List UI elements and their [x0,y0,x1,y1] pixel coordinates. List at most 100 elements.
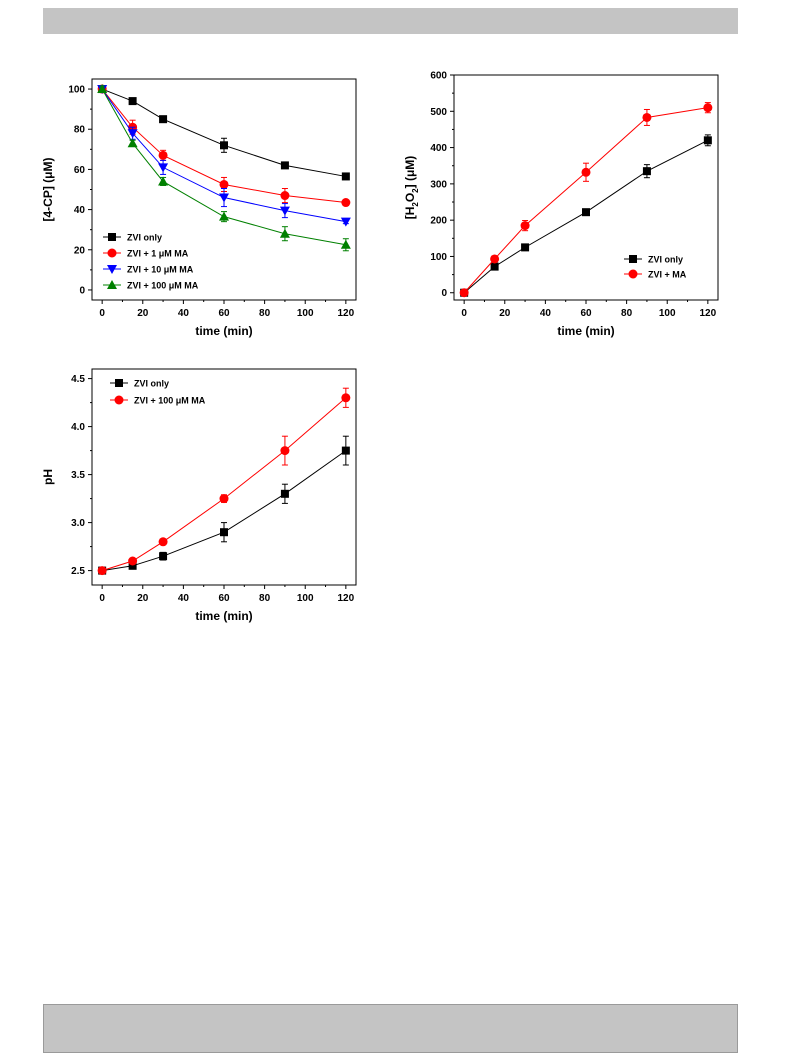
y-tick-label: 2.5 [71,566,85,577]
x-tick-label: 100 [297,308,314,319]
y-tick-label: 100 [68,85,85,96]
x-axis-label: time (min) [557,324,614,338]
x-tick-label: 0 [461,308,467,319]
footer-bar [43,1004,738,1053]
data-point [280,446,290,456]
header-bar [43,8,738,34]
y-axis-label: [H2O2] (μM) [403,156,420,220]
legend-entry: ZVI + 100 μM MA [103,280,199,291]
data-point [490,254,500,264]
data-point [97,566,107,576]
y-tick-label: 20 [74,245,86,256]
data-point [703,136,712,145]
legend-label: ZVI + 100 μM MA [127,281,199,291]
series-line [102,397,347,572]
data-point [279,228,290,238]
data-point [127,138,138,148]
data-point [582,208,590,217]
data-point [127,129,138,139]
y-axis-label: [4-CP] (μM) [41,158,55,222]
x-tick-label: 60 [580,308,592,319]
x-tick-label: 0 [99,308,105,319]
data-point [642,167,651,176]
data-point [520,221,530,231]
series-line [101,88,346,246]
x-tick-label: 80 [259,593,271,604]
data-point [128,97,137,106]
plot-frame [91,368,357,586]
x-tick-label: 40 [178,593,190,604]
legend-label: ZVI + 10 μM MA [127,265,194,275]
y-tick-label: 100 [430,252,447,263]
data-point [219,494,229,504]
legend-label: ZVI only [127,233,162,243]
data-point [581,167,591,177]
legend-entry: ZVI only [110,379,169,389]
data-point [521,243,530,252]
legend-marker [107,280,117,289]
data-point [128,561,137,570]
data-point [158,150,168,160]
x-axis-label: time (min) [195,324,252,338]
data-point [220,528,228,537]
legend-entry: ZVI + 1 μM MA [103,248,189,259]
y-tick-label: 3.0 [71,518,85,529]
series-4 [97,84,351,252]
data-point [220,141,228,150]
data-point [703,103,713,113]
data-point [642,112,652,122]
y-tick-label: 0 [441,288,447,299]
y-tick-label: 0 [79,285,85,296]
legend-marker [628,269,638,279]
data-point [341,198,351,208]
x-tick-label: 40 [540,308,552,319]
y-tick-label: 80 [74,125,86,136]
legend-marker [108,233,116,241]
y-tick-label: 600 [430,71,447,82]
data-point [219,193,229,203]
x-tick-label: 40 [178,308,190,319]
legend-entry: ZVI only [103,233,162,243]
data-point [158,176,169,186]
x-tick-label: 80 [259,308,271,319]
data-point [341,446,350,455]
data-point [158,163,169,173]
data-point [280,489,289,498]
legend-entry: ZVI only [624,255,683,265]
legend-label: ZVI only [648,255,683,265]
legend-marker [107,248,117,258]
series-line [463,107,708,294]
x-tick-label: 120 [338,308,355,319]
legend-marker [107,265,117,274]
data-point [158,537,168,547]
series-1 [98,435,350,575]
series-2 [97,387,351,576]
series-line [463,139,709,294]
data-point [279,206,290,216]
x-tick-label: 100 [659,308,676,319]
data-point [219,179,229,189]
legend-entry: ZVI + 100 μM MA [110,395,206,406]
data-point [159,552,168,561]
series-line [102,450,347,572]
data-point [280,161,289,170]
x-tick-label: 100 [297,593,314,604]
data-point [341,172,350,181]
y-tick-label: 60 [74,165,86,176]
data-point [97,84,108,94]
series-line [101,88,346,204]
x-tick-label: 120 [700,308,717,319]
legend-label: ZVI + 1 μM MA [127,249,189,259]
legend-marker [115,379,123,387]
x-tick-label: 20 [137,308,149,319]
series-line [101,88,346,223]
x-axis-label: time (min) [195,609,252,623]
x-tick-label: 60 [218,593,230,604]
data-point [459,288,469,298]
data-point [159,115,168,124]
data-point [341,393,351,403]
legend-entry: ZVI + 10 μM MA [103,265,194,275]
series-line [101,88,346,177]
